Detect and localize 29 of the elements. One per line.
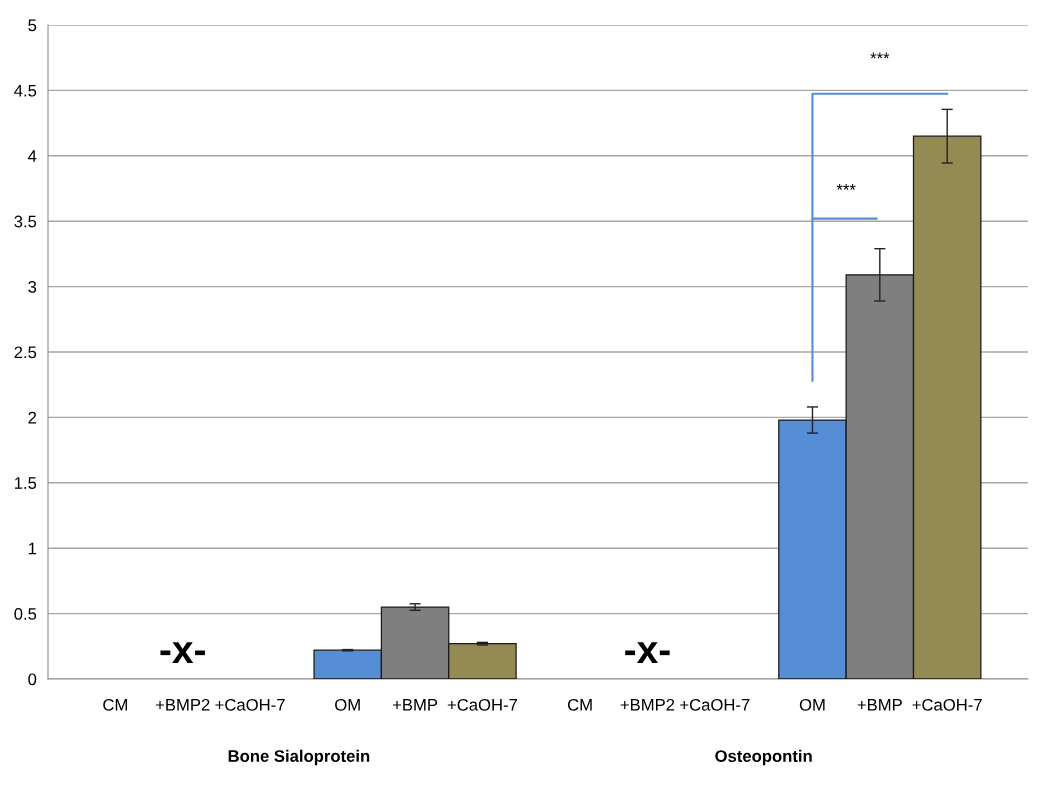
y-tick-label: 3.5 xyxy=(14,215,37,228)
x-tick-label: CM xyxy=(103,698,127,711)
x-tick-label: +CaOH-7 xyxy=(447,698,518,711)
x-tick-label: +CaOH-7 xyxy=(912,698,982,711)
annotation: -x- xyxy=(625,642,670,663)
x-tick-label: +CaOH-7 xyxy=(680,698,750,711)
y-tick-label: 0.5 xyxy=(14,608,37,620)
x-tick-label: +BMP xyxy=(392,699,438,711)
annotation: *** xyxy=(870,52,890,59)
text: Osteopontin xyxy=(715,749,812,766)
y-tick-label: 1 xyxy=(28,542,37,555)
x-tick-label: OM xyxy=(335,698,360,711)
y-tick-label: 2.5 xyxy=(14,346,37,359)
y-tick-label: 0 xyxy=(28,673,37,686)
annotation: -x- xyxy=(160,642,205,663)
x-tick-label: CM xyxy=(567,698,592,711)
y-tick-label: 4.5 xyxy=(14,84,37,97)
x-tick-label: +BMP xyxy=(857,699,902,711)
x-tick-label: +BMP2 xyxy=(155,698,210,711)
y-tick-label: 5 xyxy=(28,19,37,32)
x-tick-label: +BMP2 xyxy=(620,698,675,711)
y-tick-label: 2 xyxy=(28,411,37,424)
y-tick-label: 4 xyxy=(28,150,37,162)
x-tick-label: +CaOH-7 xyxy=(215,698,285,711)
x-tick-label: OM xyxy=(799,698,825,711)
y-tick-label: 3 xyxy=(28,281,37,293)
annotation: *** xyxy=(836,184,856,190)
y-tick-label: 1.5 xyxy=(14,477,37,489)
text: Bone Sialoprotein xyxy=(228,749,370,766)
